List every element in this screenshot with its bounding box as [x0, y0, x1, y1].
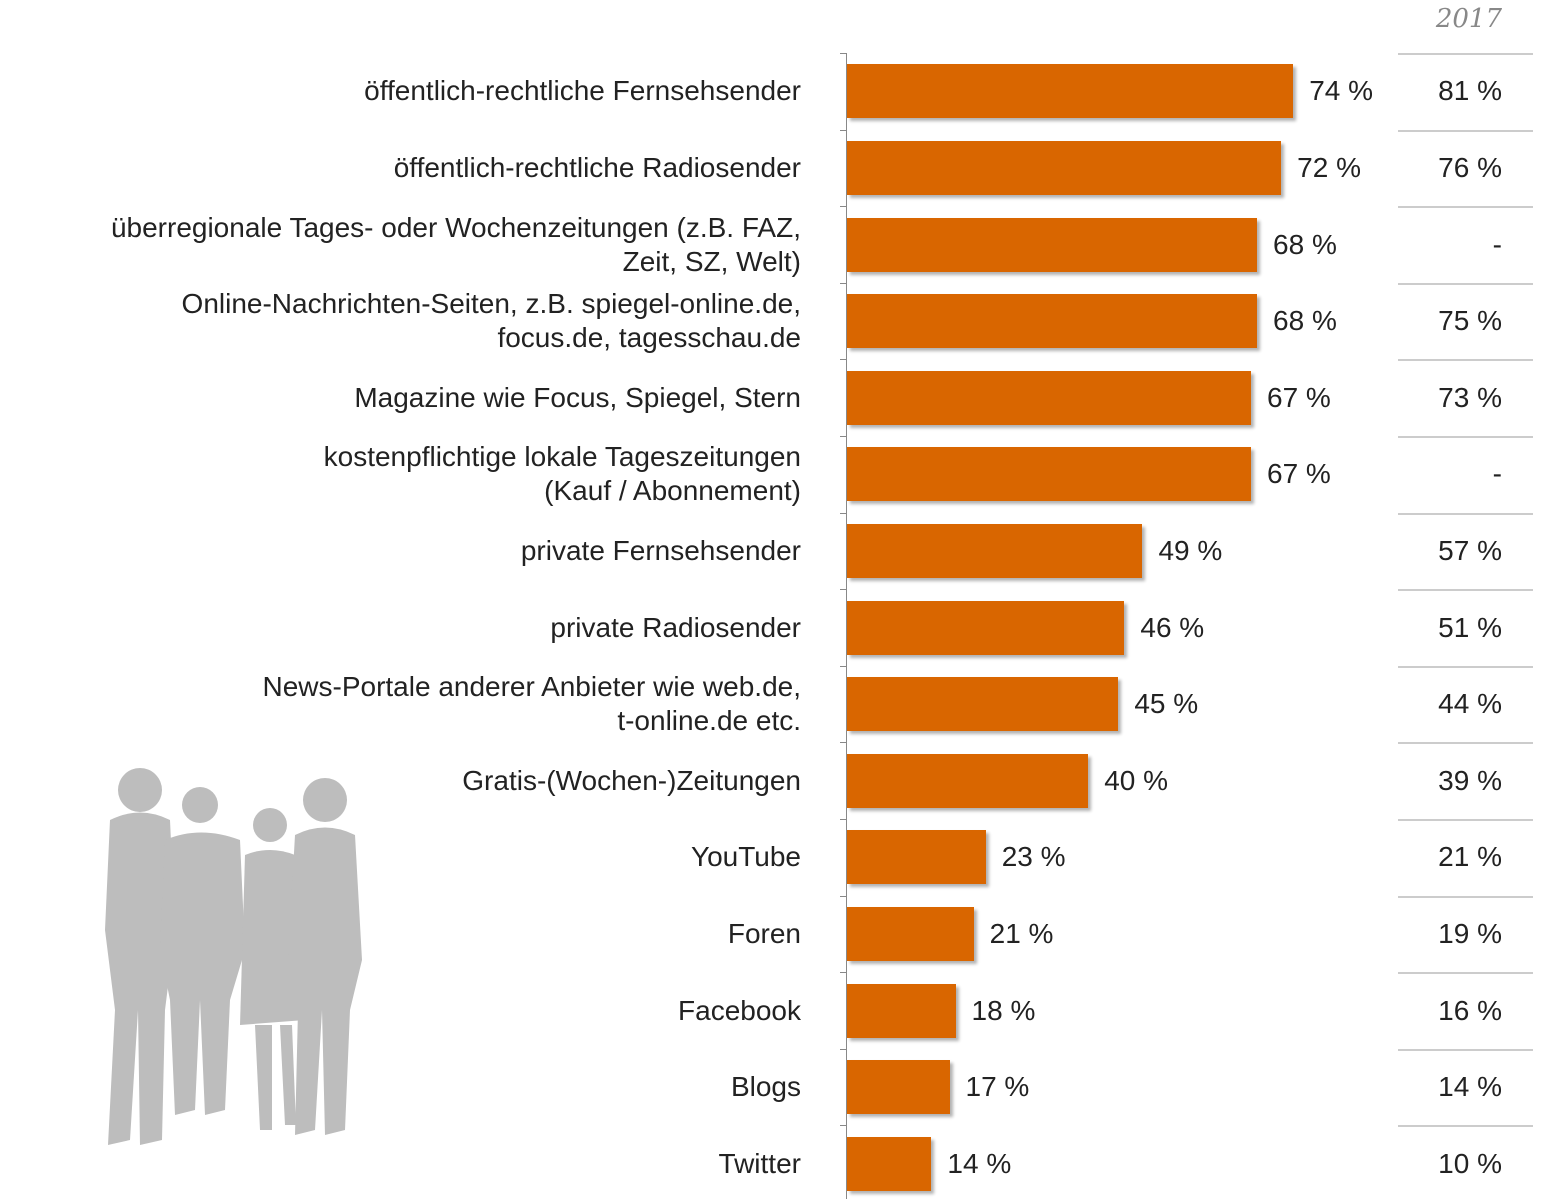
value-label: 49 % [1158, 534, 1223, 566]
category-label: Foren [727, 917, 801, 949]
axis-tick [840, 206, 847, 208]
category-label: Blogs [730, 1071, 801, 1103]
row-separator [1398, 742, 1533, 745]
row-separator [1398, 512, 1533, 515]
bar [847, 906, 974, 961]
axis-tick [840, 1125, 847, 1127]
value-label: 68 % [1273, 228, 1337, 260]
comparison-value: 39 % [1438, 764, 1502, 796]
bar [847, 217, 1258, 272]
axis-tick [840, 972, 847, 974]
comparison-value: 16 % [1438, 994, 1502, 1026]
category-label: Magazine wie Focus, Spiegel, Stern [354, 381, 801, 413]
value-label: 14 % [947, 1147, 1012, 1179]
value-label: 45 % [1134, 688, 1199, 720]
bar [847, 64, 1294, 119]
value-label: 18 % [971, 994, 1036, 1026]
row-separator [1398, 665, 1533, 668]
bar [847, 523, 1143, 578]
value-label: 68 % [1273, 305, 1337, 337]
row-separator [1398, 1048, 1533, 1051]
row-separator [1398, 282, 1533, 285]
bar [847, 983, 956, 1038]
axis-tick [840, 819, 847, 820]
bar [847, 600, 1125, 655]
value-label: 67 % [1267, 458, 1331, 490]
comparison-value: 19 % [1438, 917, 1502, 949]
row-separator [1398, 436, 1533, 438]
row-separator [1398, 1125, 1533, 1128]
bar [847, 294, 1258, 349]
axis-tick [840, 129, 847, 131]
axis-tick [840, 742, 847, 744]
value-label: 40 % [1104, 764, 1169, 796]
value-label: 23 % [1001, 841, 1066, 873]
bar [847, 830, 986, 885]
comparison-value: 75 % [1438, 305, 1502, 337]
comparison-value: 57 % [1438, 534, 1502, 566]
bar [847, 1136, 932, 1191]
comparison-value: 10 % [1438, 1147, 1502, 1179]
column-header: 2017 [1435, 4, 1502, 34]
comparison-value: - [1492, 228, 1502, 260]
value-label: 74 % [1309, 75, 1374, 107]
category-label: überregionale Tages- oder Wochenzeitunge… [110, 211, 801, 277]
axis-tick [840, 1048, 847, 1050]
category-label: Facebook [678, 994, 801, 1026]
comparison-value: 81 % [1438, 75, 1502, 107]
row-separator [1398, 589, 1533, 592]
value-label: 67 % [1267, 381, 1331, 413]
comparison-value: 44 % [1438, 688, 1502, 720]
category-label: News-Portale anderer Anbieter wie web.de… [262, 671, 801, 737]
row-separator [1398, 819, 1533, 821]
axis-tick [840, 665, 847, 667]
value-label: 21 % [989, 917, 1054, 949]
category-label: private Fernsehsender [520, 534, 801, 566]
bar [847, 753, 1089, 808]
comparison-value: 73 % [1438, 381, 1502, 413]
bar [847, 447, 1251, 502]
row-separator [1398, 129, 1533, 132]
comparison-value: 51 % [1438, 611, 1502, 643]
comparison-value: 21 % [1438, 841, 1502, 873]
value-label: 72 % [1297, 151, 1361, 183]
comparison-value: 14 % [1438, 1071, 1502, 1103]
category-label: Gratis-(Wochen-)Zeitungen [462, 764, 801, 796]
category-label: Twitter [718, 1147, 801, 1179]
comparison-value: 76 % [1438, 151, 1502, 183]
row-separator [1398, 972, 1533, 975]
axis-tick [840, 359, 847, 361]
axis-tick [840, 53, 847, 54]
row-separator [1398, 359, 1533, 362]
row-separator [1398, 895, 1533, 898]
bar [847, 370, 1251, 425]
value-label: 46 % [1140, 611, 1205, 643]
category-label: private Radiosender [550, 611, 801, 643]
category-label: Online-Nachrichten-Seiten, z.B. spiegel-… [181, 288, 801, 354]
people-silhouette [105, 768, 362, 1145]
row-separator [1398, 206, 1533, 209]
row-separator [1398, 53, 1533, 55]
category-label: YouTube [690, 841, 801, 873]
bar [847, 677, 1119, 732]
bar [847, 140, 1282, 195]
category-label: kostenpflichtige lokale Tageszeitungen (… [323, 441, 801, 507]
category-label: öffentlich-rechtliche Fernsehsender [364, 75, 801, 107]
value-label: 17 % [965, 1071, 1030, 1103]
bar [847, 1060, 950, 1115]
axis-tick [840, 589, 847, 591]
axis-tick [840, 512, 847, 514]
comparison-value: - [1492, 458, 1502, 490]
axis-tick [840, 895, 847, 897]
category-label: öffentlich-rechtliche Radiosender [393, 151, 801, 183]
axis-tick [840, 436, 847, 437]
axis-line [846, 53, 847, 1199]
axis-tick [840, 282, 847, 284]
